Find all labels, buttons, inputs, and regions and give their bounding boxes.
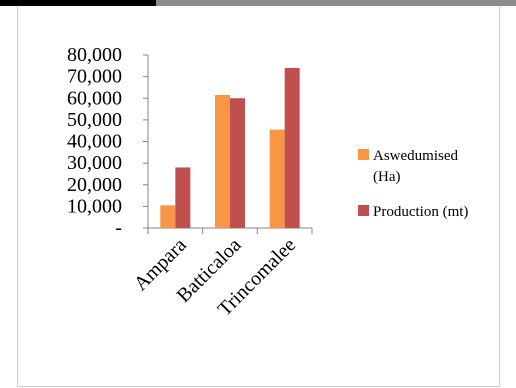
bar-aswedumised-ha-ampara — [160, 205, 176, 228]
bar-production-mt-batticaloa — [230, 98, 245, 228]
y-tick-label: - — [115, 217, 122, 239]
legend-swatch — [358, 149, 369, 160]
y-tick-label: 10,000 — [67, 195, 122, 217]
legend-swatch — [358, 205, 369, 216]
legend: Aswedumised (Ha) Production (mt) — [358, 148, 468, 220]
y-tick-label: 60,000 — [67, 87, 122, 109]
bar-aswedumised-ha-batticaloa — [215, 95, 230, 228]
y-tick-label: 20,000 — [67, 174, 122, 196]
legend-label: Aswedumised — [373, 148, 458, 164]
header-band-label-area — [0, 0, 156, 6]
bar-production-mt-ampara — [175, 167, 191, 228]
bar-production-mt-trincomalee — [284, 67, 300, 228]
bars — [160, 67, 300, 228]
y-tick-label: 70,000 — [67, 66, 122, 88]
y-tick-label: 30,000 — [67, 152, 122, 174]
legend-label: (Ha) — [373, 169, 400, 185]
y-tick-label: 80,000 — [67, 44, 122, 66]
slide-frame — [17, 6, 500, 387]
y-tick-label: 50,000 — [67, 109, 122, 131]
legend-label: Production (mt) — [373, 204, 468, 220]
header-band — [0, 0, 516, 6]
y-axis: -10,00020,00030,00040,00050,00060,00070,… — [67, 44, 149, 239]
bar-aswedumised-ha-trincomalee — [269, 129, 285, 228]
y-tick-label: 40,000 — [67, 131, 122, 153]
